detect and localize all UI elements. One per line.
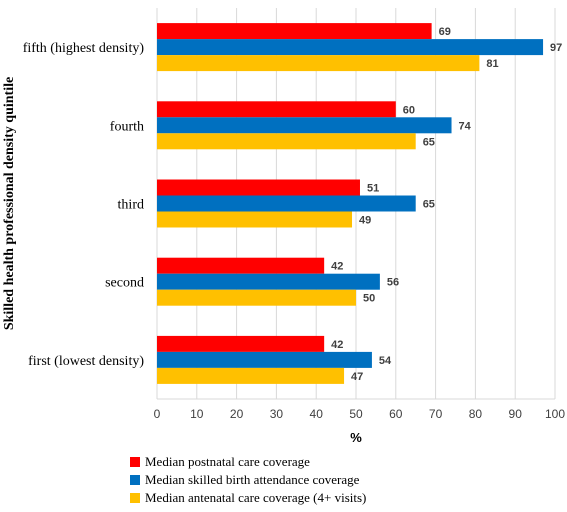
- data-label: 60: [403, 104, 415, 116]
- data-label: 97: [550, 42, 562, 54]
- bar: [157, 257, 325, 274]
- y-axis-title: Skilled health professional density quin…: [2, 77, 17, 330]
- bar: [157, 289, 356, 306]
- x-tick-label: 0: [154, 407, 161, 421]
- data-label: 49: [359, 215, 371, 227]
- x-axis-title: %: [350, 430, 362, 445]
- legend-swatch: [130, 493, 140, 503]
- x-tick-label: 50: [349, 407, 363, 421]
- category-labels: fifth (highest density) fourth third second…: [23, 41, 145, 369]
- category-label: first (lowest density): [28, 354, 144, 369]
- data-label: 65: [423, 199, 435, 211]
- bar: [157, 211, 353, 228]
- x-tick-label: 60: [389, 407, 403, 421]
- data-label: 56: [387, 277, 399, 289]
- bar: [157, 117, 452, 134]
- x-tick-labels: 0 10 20 30 40 50 60 70 80 90 100: [154, 407, 566, 421]
- bar: [157, 367, 345, 384]
- data-label: 65: [423, 136, 435, 148]
- bar: [157, 195, 416, 212]
- legend-swatch: [130, 457, 140, 467]
- legend: Median postnatal care coverage Median ski…: [130, 454, 366, 505]
- bar: [157, 39, 544, 56]
- data-label: 81: [486, 58, 498, 70]
- x-tick-label: 90: [509, 407, 523, 421]
- data-label: 42: [331, 261, 343, 273]
- bar: [157, 335, 325, 352]
- category-label: fourth: [110, 119, 144, 134]
- bar: [157, 55, 480, 72]
- data-labels: 69 97 81 60 74 65 51 65 49 42 56 50 42 54 47: [331, 26, 562, 383]
- x-tick-label: 10: [190, 407, 204, 421]
- bars: [157, 23, 544, 384]
- bar: [157, 133, 416, 150]
- data-label: 42: [331, 339, 343, 351]
- x-tick-label: 20: [230, 407, 244, 421]
- bar: [157, 101, 396, 118]
- x-tick-label: 80: [469, 407, 483, 421]
- x-tick-label: 30: [270, 407, 284, 421]
- category-label: fifth (highest density): [23, 41, 145, 56]
- bar: [157, 351, 372, 368]
- data-label: 51: [367, 183, 379, 195]
- data-label: 47: [351, 371, 363, 383]
- bar: [157, 23, 432, 40]
- legend-label: Median postnatal care coverage: [145, 454, 310, 469]
- bar: [157, 273, 380, 290]
- category-label: third: [118, 198, 144, 213]
- category-label: second: [105, 276, 144, 291]
- x-tick-label: 70: [429, 407, 443, 421]
- legend-swatch: [130, 475, 140, 485]
- data-label: 54: [379, 355, 392, 367]
- legend-label: Median skilled birth attendance coverage: [145, 472, 360, 487]
- data-label: 69: [439, 26, 451, 38]
- x-tick-label: 40: [310, 407, 324, 421]
- data-label: 50: [363, 293, 375, 305]
- x-tick-label: 100: [545, 407, 565, 421]
- data-label: 74: [459, 120, 472, 132]
- legend-label: Median antenatal care coverage (4+ visit…: [145, 490, 366, 505]
- bar: [157, 179, 360, 196]
